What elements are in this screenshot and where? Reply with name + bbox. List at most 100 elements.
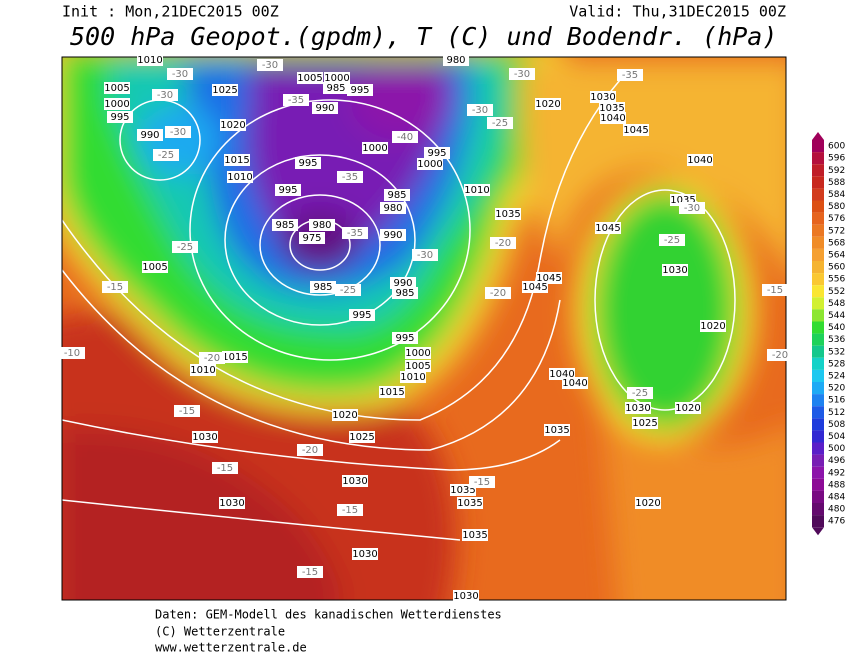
pressure-label-box — [349, 431, 375, 443]
temperature-label-box — [335, 284, 361, 296]
colorbar-label: 532 — [828, 347, 845, 357]
colorbar-label: 596 — [828, 154, 845, 164]
colorbar-label: 552 — [828, 287, 845, 297]
colorbar-label: 584 — [828, 190, 845, 200]
pressure-label: 1035 — [462, 530, 487, 541]
pressure-label: 1035 — [450, 485, 475, 496]
colorbar-label: 524 — [828, 371, 845, 381]
temperature-label: -35 — [622, 70, 638, 81]
temperature-label-box — [337, 171, 363, 183]
pressure-label-box — [190, 364, 216, 376]
pressure-label: 1020 — [220, 120, 245, 131]
colorbar-swatch — [812, 188, 824, 201]
pressure-label: 1005 — [297, 73, 322, 84]
pressure-label-box — [224, 154, 250, 166]
pressure-label: 1000 — [104, 99, 129, 110]
pressure-label: 1040 — [687, 155, 712, 166]
pressure-label-box — [104, 82, 130, 94]
pressure-label-box — [380, 229, 406, 241]
pressure-label: 1015 — [224, 155, 249, 166]
temperature-label: -15 — [767, 285, 783, 296]
pressure-label-box — [495, 208, 521, 220]
temperature-label: -30 — [170, 127, 186, 138]
pressure-label-box — [417, 158, 443, 170]
colorbar-swatch — [812, 261, 824, 274]
temperature-label: -15 — [342, 505, 358, 516]
temperature-label: -25 — [632, 388, 648, 399]
pressure-label-box — [687, 154, 713, 166]
temperature-label-box — [167, 68, 193, 80]
temperature-label: -15 — [179, 406, 195, 417]
temperature-label: -35 — [288, 95, 304, 106]
temperature-label: -20 — [490, 288, 506, 299]
pressure-label-box — [700, 320, 726, 332]
temperature-label: -25 — [492, 118, 508, 129]
colorbar-label: 484 — [828, 492, 845, 502]
pressure-label-box — [323, 82, 349, 94]
pressure-label: 1035 — [599, 103, 624, 114]
temperature-label-box — [392, 131, 418, 143]
pressure-label-box — [275, 184, 301, 196]
pressure-label: 1030 — [625, 403, 650, 414]
temperature-label-box — [212, 462, 238, 474]
colorbar-label: 476 — [828, 517, 845, 527]
footer-source: Daten: GEM-Modell des kanadischen Wetter… — [155, 608, 502, 622]
pressure-label: 1015 — [379, 387, 404, 398]
temperature-label-box — [342, 227, 368, 239]
temperature-label-box — [467, 104, 493, 116]
pressure-label-box — [595, 222, 621, 234]
pressure-label: 1030 — [453, 591, 478, 602]
temperature-label-box — [199, 352, 225, 364]
pressure-label-box — [324, 72, 350, 84]
colorbar-swatch — [812, 273, 824, 286]
pressure-label-box — [635, 497, 661, 509]
temperature-label: -20 — [302, 445, 318, 456]
colorbar-label: 556 — [828, 275, 845, 285]
pressure-label: 1040 — [549, 369, 574, 380]
pressure-label: 985 — [387, 190, 406, 201]
footer-url: www.wetterzentrale.de — [155, 641, 307, 655]
temperature-label: -35 — [347, 228, 363, 239]
colorbar-label: 488 — [828, 480, 845, 490]
colorbar-swatch — [812, 333, 824, 346]
colorbar-label: 508 — [828, 420, 845, 430]
colorbar-swatch — [812, 430, 824, 443]
pressure-label-box — [522, 281, 548, 293]
pressure-label-box — [272, 219, 298, 231]
temperature-label: -25 — [158, 150, 174, 161]
colorbar-swatch — [812, 297, 824, 310]
pressure-label-box — [379, 386, 405, 398]
temperature-label-box — [509, 68, 535, 80]
pressure-label-box — [405, 360, 431, 372]
colorbar-label: 520 — [828, 384, 845, 394]
colorbar-label: 568 — [828, 238, 845, 248]
pressure-label: 985 — [395, 288, 414, 299]
temperature-label-box — [297, 444, 323, 456]
temperature-label-box — [337, 504, 363, 516]
pressure-label: 1010 — [400, 372, 425, 383]
temperature-label-box — [762, 284, 788, 296]
pressure-label-box — [599, 102, 625, 114]
pressure-label-box — [219, 497, 245, 509]
pressure-label: 990 — [393, 278, 412, 289]
colorbar-label: 536 — [828, 335, 845, 345]
pressure-label: 995 — [298, 158, 317, 169]
pressure-label: 985 — [326, 83, 345, 94]
colorbar-swatch — [812, 466, 824, 479]
colorbar-label: 512 — [828, 408, 845, 418]
pressure-label: 1000 — [417, 159, 442, 170]
pressure-label-box — [600, 112, 626, 124]
temperature-label: -15 — [474, 477, 490, 488]
pressure-label-box — [380, 202, 406, 214]
colorbar-swatch — [812, 309, 824, 322]
pressure-label-box — [352, 548, 378, 560]
temperature-label: -25 — [177, 242, 193, 253]
map-frame — [61, 56, 787, 601]
pressure-label: 1005 — [104, 83, 129, 94]
pressure-label-box — [222, 351, 248, 363]
temperature-label: -35 — [342, 172, 358, 183]
temperature-label: -20 — [204, 353, 220, 364]
temperature-label-box — [412, 249, 438, 261]
pressure-label-box — [405, 347, 431, 359]
